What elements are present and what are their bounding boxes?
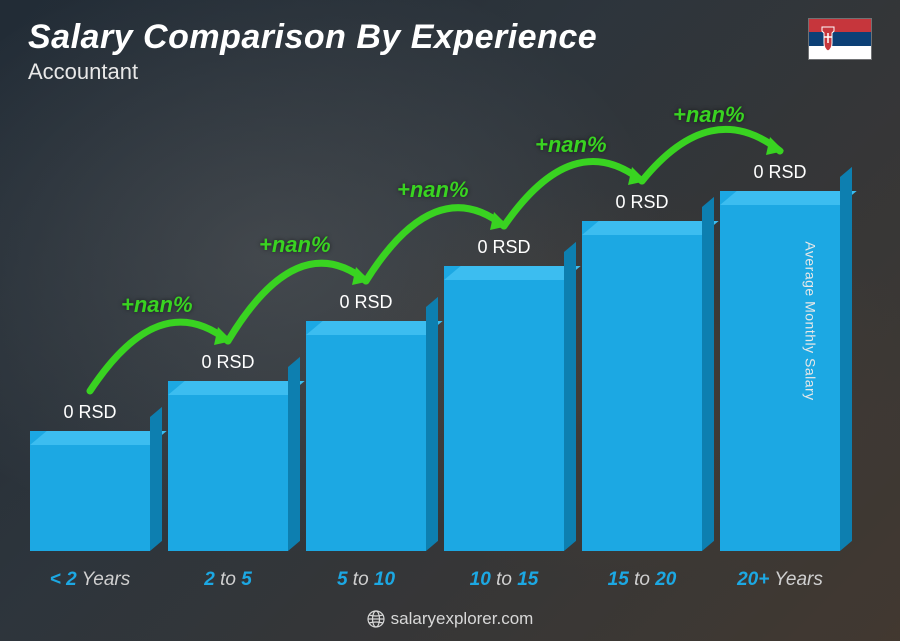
bar-top-face [168, 381, 305, 395]
footer-text: salaryexplorer.com [391, 609, 534, 629]
bar-side-face [564, 242, 576, 551]
bar-slot: 0 RSD [582, 192, 702, 551]
footer-watermark: salaryexplorer.com [0, 609, 900, 629]
x-axis-label: 5 to 10 [306, 569, 426, 591]
x-axis-label: < 2 Years [30, 569, 150, 591]
header: Salary Comparison By Experience Accounta… [28, 18, 872, 85]
bar-value-label: 0 RSD [339, 292, 392, 313]
bar-slot: 0 RSD [168, 352, 288, 551]
bar [168, 381, 288, 551]
bar-front-face [444, 266, 564, 551]
bar-slot: 0 RSD [306, 292, 426, 551]
page-subtitle: Accountant [28, 59, 872, 85]
bar-front-face [168, 381, 288, 551]
y-axis-label: Average Monthly Salary [802, 241, 818, 400]
x-axis-label: 20+ Years [720, 569, 840, 591]
bar-front-face [30, 431, 150, 551]
bar-side-face [702, 197, 714, 551]
bar-value-label: 0 RSD [615, 192, 668, 213]
bar-front-face [720, 191, 840, 551]
bar-chart: 0 RSD 0 RSD 0 RSD 0 RSD 0 RSD 0 RSD [30, 120, 840, 551]
globe-icon [367, 610, 385, 628]
bar-value-label: 0 RSD [477, 237, 530, 258]
x-axis-label: 15 to 20 [582, 569, 702, 591]
bar-slot: 0 RSD [444, 237, 564, 551]
bar-side-face [288, 357, 300, 551]
bar [444, 266, 564, 551]
flag-emblem-icon [819, 25, 837, 55]
country-flag-serbia [808, 18, 872, 60]
x-axis-label: 10 to 15 [444, 569, 564, 591]
x-axis-labels: < 2 Years 2 to 5 5 to 10 10 to 15 15 to 20 20… [30, 569, 840, 591]
bar-side-face [426, 297, 438, 551]
bar-value-label: 0 RSD [63, 402, 116, 423]
bars-container: 0 RSD 0 RSD 0 RSD 0 RSD 0 RSD 0 RSD [30, 120, 840, 551]
bar-top-face [444, 266, 581, 280]
bar [582, 221, 702, 551]
bar-top-face [582, 221, 719, 235]
bar-value-label: 0 RSD [201, 352, 254, 373]
bar [30, 431, 150, 551]
bar [306, 321, 426, 551]
bar-side-face [150, 407, 162, 551]
bar [720, 191, 840, 551]
bar-top-face [720, 191, 857, 205]
page-title: Salary Comparison By Experience [28, 18, 872, 57]
bar-top-face [30, 431, 167, 445]
bar-slot: 0 RSD [720, 162, 840, 551]
bar-slot: 0 RSD [30, 402, 150, 551]
bar-value-label: 0 RSD [753, 162, 806, 183]
x-axis-label: 2 to 5 [168, 569, 288, 591]
bar-front-face [306, 321, 426, 551]
bar-side-face [840, 167, 852, 551]
bar-top-face [306, 321, 443, 335]
bar-front-face [582, 221, 702, 551]
